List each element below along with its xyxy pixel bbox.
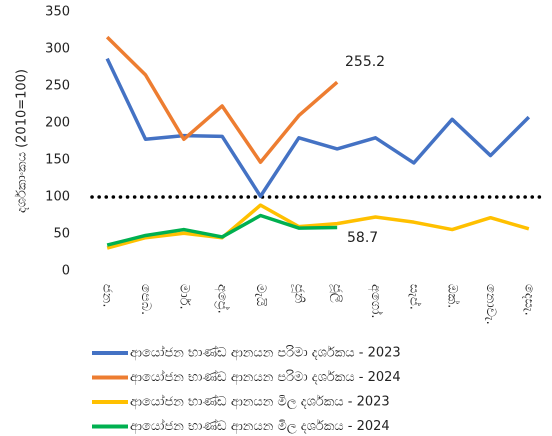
y-tick-label: 300 (45, 42, 70, 57)
x-tick-label: අගෝ. (368, 284, 384, 319)
x-tick-label: පෙබ. (138, 284, 153, 315)
x-tick-label: නොවැ. (483, 284, 498, 325)
legend-label: ආයෝජන භාණ්ඩ ආනයන පරිමා දර්ශකය - 2024 (130, 369, 401, 385)
series-line (106, 213, 338, 247)
y-tick-label: 200 (45, 116, 70, 131)
y-axis-label: දර්ශකාංකය (2010=100) (14, 69, 30, 213)
y-tick-label: 150 (45, 153, 70, 168)
x-tick-label: දෙසැ. (521, 284, 536, 316)
y-tick-label: 100 (45, 190, 70, 205)
x-tick-label: ජූලි (330, 284, 345, 303)
series-line (105, 57, 531, 199)
x-tick-label: ජන. (100, 284, 115, 308)
x-tick-label: ජූනි (291, 284, 306, 304)
x-tick-label: අප්‍රේ. (215, 284, 231, 314)
y-tick-label: 350 (45, 5, 70, 20)
legend-label: ආයෝජන භාණ්ඩ ආනයන මිල දර්ශකය - 2023 (130, 393, 390, 409)
y-tick-label: 0 (62, 264, 70, 279)
annotation: 58.7 (347, 230, 378, 246)
x-tick-label: සැප්. (406, 284, 422, 310)
legend-label: ආයෝජන භාණ්ඩ ආනයන පරිමා දර්ශකය - 2023 (130, 344, 401, 360)
x-tick-label: මාර්. (176, 284, 192, 310)
series-line (105, 35, 339, 164)
series-line (106, 203, 530, 250)
legend-label: ආයෝජන භාණ්ඩ ආනයන මිල දර්ශකය - 2024 (130, 418, 390, 434)
y-tick-label: 50 (53, 227, 70, 242)
annotation: 255.2 (345, 54, 385, 70)
x-tick-label: මැයි (253, 284, 268, 307)
y-tick-label: 250 (45, 79, 70, 94)
x-tick-label: ඔක්. (445, 284, 461, 308)
